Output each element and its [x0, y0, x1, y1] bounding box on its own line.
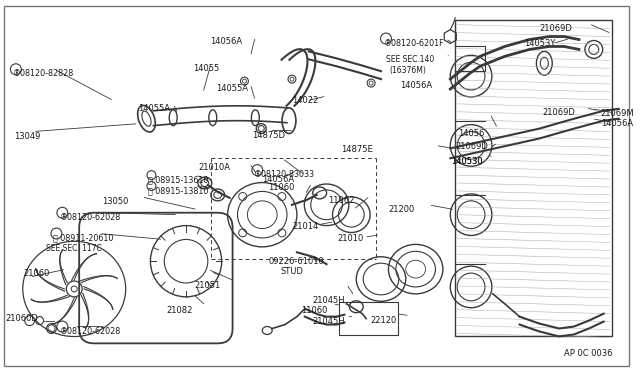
- Text: 14055: 14055: [193, 64, 220, 73]
- Text: 14056A: 14056A: [400, 81, 432, 90]
- Text: 22120: 22120: [370, 316, 396, 325]
- Text: 13050: 13050: [102, 197, 128, 206]
- Text: 14875D: 14875D: [252, 131, 285, 140]
- Text: 14055A: 14055A: [216, 84, 248, 93]
- Text: ⓘ 08915-13810: ⓘ 08915-13810: [148, 186, 209, 195]
- Text: 140530: 140530: [451, 157, 483, 166]
- Text: ⓘ 08915-13610: ⓘ 08915-13610: [148, 175, 209, 184]
- Text: 11060: 11060: [268, 183, 294, 192]
- Text: STUD: STUD: [280, 267, 303, 276]
- Text: 21060: 21060: [24, 269, 50, 278]
- Text: 21051: 21051: [194, 281, 220, 290]
- Text: 09226-61010: 09226-61010: [268, 257, 324, 266]
- Circle shape: [71, 286, 77, 292]
- Text: 14056A: 14056A: [262, 175, 294, 184]
- Text: ®08120-82828: ®08120-82828: [13, 69, 74, 78]
- Text: 14056: 14056: [458, 129, 484, 138]
- Text: 14056A: 14056A: [601, 119, 633, 128]
- Text: 14055A: 14055A: [138, 104, 170, 113]
- Text: 21060D: 21060D: [5, 314, 38, 323]
- Text: 21069D: 21069D: [540, 24, 572, 33]
- Text: 21010A: 21010A: [198, 163, 230, 172]
- Text: 13049: 13049: [14, 132, 40, 141]
- Text: 21045H: 21045H: [313, 317, 346, 326]
- Text: 21069D: 21069D: [455, 142, 488, 151]
- Text: 11062: 11062: [328, 196, 355, 205]
- Text: 21200: 21200: [388, 205, 414, 214]
- Text: Ⓝ 08911-20610: Ⓝ 08911-20610: [54, 234, 114, 243]
- Text: 21010: 21010: [337, 234, 364, 244]
- Text: ®08120-62028: ®08120-62028: [60, 213, 120, 222]
- Text: 11060: 11060: [301, 306, 327, 315]
- Text: SEE SEC. 117C: SEE SEC. 117C: [45, 244, 101, 253]
- Text: 21069M: 21069M: [601, 109, 634, 118]
- Text: 21045H: 21045H: [313, 296, 346, 305]
- Text: (16376M): (16376M): [389, 66, 426, 75]
- Text: ®08120-62028: ®08120-62028: [60, 327, 120, 336]
- Text: SEE SEC.140: SEE SEC.140: [386, 55, 434, 64]
- Text: 14056A: 14056A: [210, 36, 242, 45]
- Text: AP 0C 0036: AP 0C 0036: [564, 349, 612, 358]
- Text: 21082: 21082: [166, 306, 193, 315]
- Text: 140530: 140530: [451, 157, 483, 166]
- Text: ®08120-6201F: ®08120-6201F: [384, 39, 445, 48]
- Text: 21069D: 21069D: [542, 108, 575, 117]
- Text: 14875E: 14875E: [341, 145, 373, 154]
- Text: 14022: 14022: [292, 96, 318, 105]
- Text: ®08120-83033: ®08120-83033: [254, 170, 316, 179]
- Text: 14053Y: 14053Y: [525, 39, 556, 48]
- Text: 21014: 21014: [292, 222, 318, 231]
